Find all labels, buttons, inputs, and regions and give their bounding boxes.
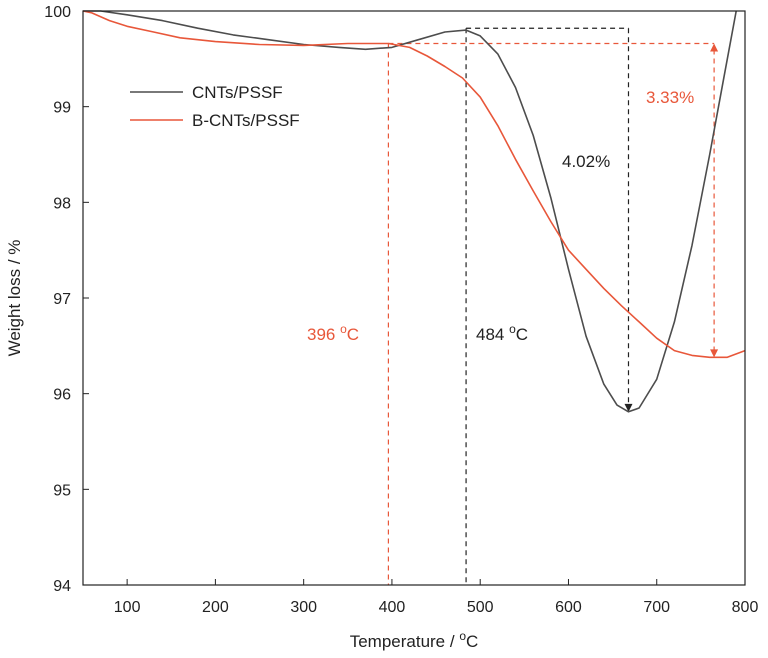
x-tick-label: 600: [555, 599, 582, 616]
x-tick-label: 300: [290, 599, 317, 616]
onset-label-cnts: 484 oC: [476, 322, 528, 344]
x-tick-label: 100: [114, 599, 141, 616]
axis-ticks: 100 200 300 400 500 600 700 800 94 95 96 97 98 99 100: [44, 4, 758, 616]
series-line-cnts: [83, 10, 737, 413]
x-tick-label: 800: [732, 599, 759, 616]
x-axis-title: Temperature / oC: [350, 629, 479, 651]
reference-lines: [387, 27, 719, 585]
x-tick-label: 400: [379, 599, 406, 616]
x-tick-label: 200: [202, 599, 229, 616]
loss-label-cnts: 4.02%: [562, 152, 610, 171]
y-tick-label: 100: [44, 4, 71, 21]
x-tick-label: 500: [467, 599, 494, 616]
onset-label-b-cnts: 396 oC: [307, 322, 359, 344]
x-tick-label: 700: [643, 599, 670, 616]
y-axis-title: Weight loss / %: [5, 240, 24, 357]
y-tick-label: 95: [53, 482, 71, 499]
legend: CNTs/PSSF B-CNTs/PSSF: [130, 83, 300, 130]
arrowhead-b-cnts-bottom: [710, 349, 719, 358]
series-layer: [82, 10, 746, 413]
arrowhead-b-cnts-top: [710, 43, 719, 52]
legend-label-cnts: CNTs/PSSF: [192, 83, 283, 102]
legend-label-b-cnts: B-CNTs/PSSF: [192, 111, 300, 130]
y-tick-label: 96: [53, 387, 71, 404]
series-line-b-cnts: [82, 10, 746, 359]
y-tick-label: 94: [53, 578, 71, 595]
y-tick-label: 99: [53, 100, 71, 117]
y-tick-label: 97: [53, 291, 71, 308]
arrowhead-cnts: [624, 403, 633, 412]
y-tick-label: 98: [53, 195, 71, 212]
loss-label-b-cnts: 3.33%: [646, 88, 694, 107]
